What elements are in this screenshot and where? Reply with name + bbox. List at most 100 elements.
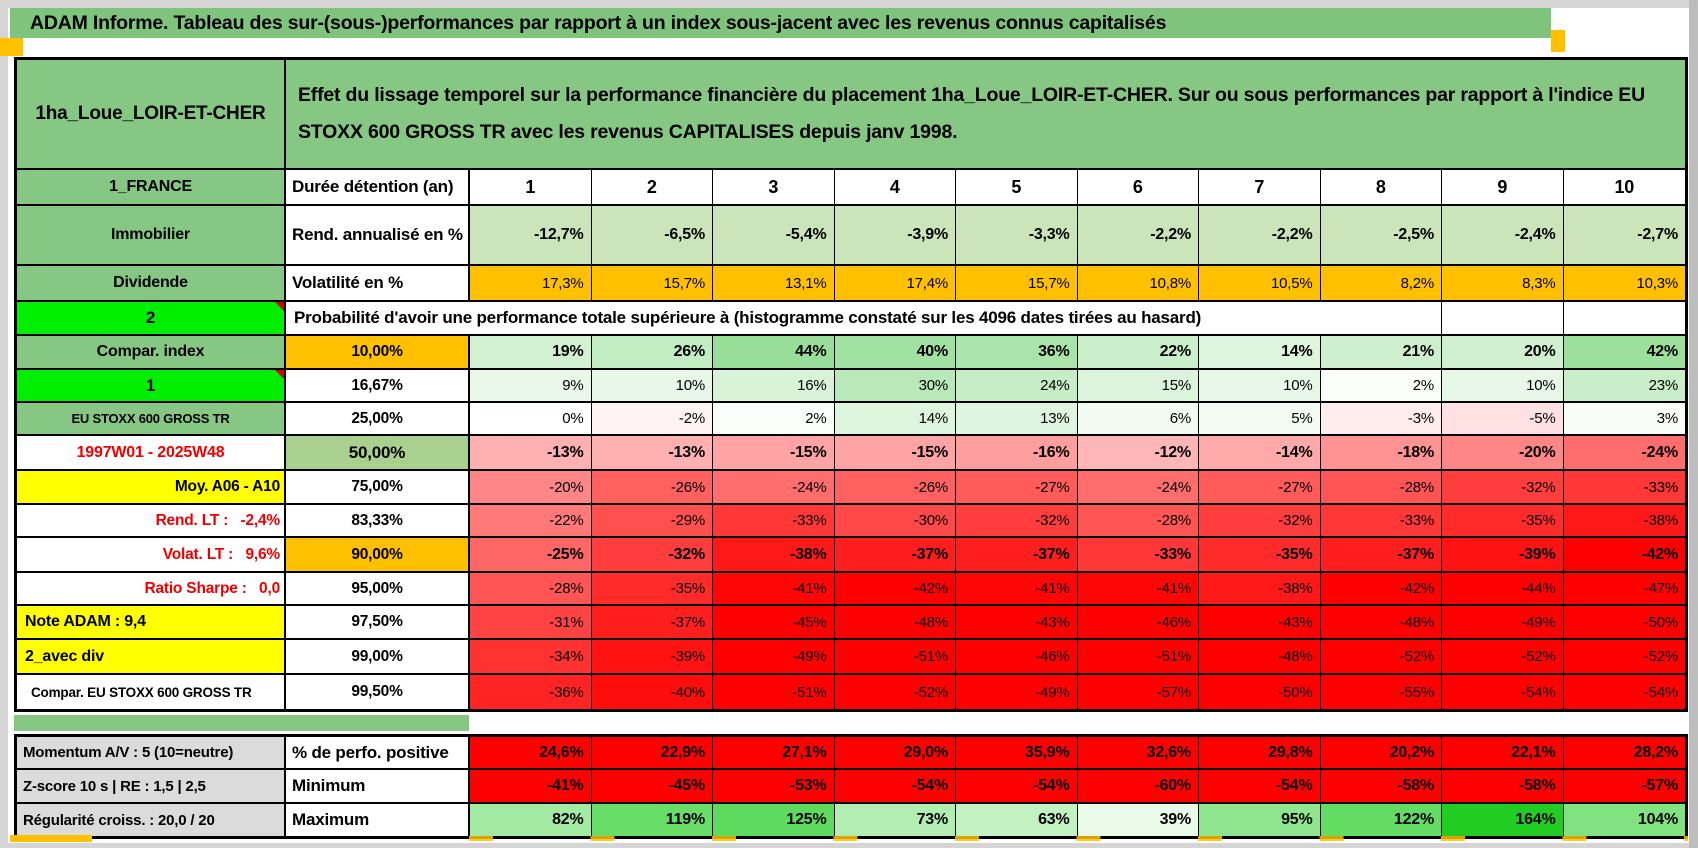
cell[interactable]: 28,2% (1563, 737, 1685, 770)
cell[interactable]: -2% (591, 403, 713, 436)
cell[interactable]: -42% (834, 573, 956, 606)
cell[interactable]: -13% (470, 436, 592, 471)
col-label[interactable]: 50,00% (286, 436, 470, 471)
cell[interactable]: -49% (1442, 606, 1564, 640)
cell[interactable]: -42% (1320, 573, 1442, 606)
cell[interactable]: 44% (713, 336, 835, 370)
col-label[interactable]: 10,00% (286, 336, 470, 370)
cell[interactable]: -40% (591, 675, 713, 709)
cell[interactable]: -26% (834, 471, 956, 505)
cell[interactable]: 5% (1199, 403, 1321, 436)
cell[interactable]: 73% (834, 804, 956, 836)
cell[interactable]: -34% (470, 640, 592, 675)
row-label[interactable]: Rend. LT : -2,4% (17, 505, 286, 538)
cell[interactable]: 0% (470, 403, 592, 436)
cell[interactable]: -54% (834, 770, 956, 804)
cell[interactable]: -45% (591, 770, 713, 804)
row-label[interactable]: Ratio Sharpe : 0,0 (17, 573, 286, 606)
col-label[interactable]: 16,67% (286, 370, 470, 403)
cell[interactable]: -49% (713, 640, 835, 675)
cell[interactable]: -28% (1320, 471, 1442, 505)
col-label[interactable]: 97,50% (286, 606, 470, 640)
col-label[interactable]: 99,00% (286, 640, 470, 675)
cell[interactable]: -27% (956, 471, 1078, 505)
cell[interactable]: -43% (1199, 606, 1321, 640)
cell[interactable]: 10% (591, 370, 713, 403)
cell[interactable]: -26% (591, 471, 713, 505)
cell[interactable]: 8 (1320, 170, 1442, 206)
cell[interactable]: 2 (591, 170, 713, 206)
cell[interactable]: 1 (470, 170, 592, 206)
cell[interactable]: 104% (1563, 804, 1685, 836)
row-label[interactable]: 2_avec div (17, 640, 286, 675)
cell[interactable]: 2% (713, 403, 835, 436)
cell[interactable]: 17,4% (834, 266, 956, 302)
cell[interactable]: -37% (1320, 538, 1442, 573)
cell[interactable]: -51% (1077, 640, 1199, 675)
cell[interactable]: -41% (956, 573, 1078, 606)
cell[interactable]: 21% (1320, 336, 1442, 370)
cell[interactable]: -47% (1563, 573, 1685, 606)
cell[interactable]: -24% (1563, 436, 1685, 471)
cell[interactable]: -52% (1563, 640, 1685, 675)
cell[interactable]: 10% (1442, 370, 1564, 403)
cell[interactable]: 7 (1199, 170, 1321, 206)
row-label[interactable]: Compar. index (17, 336, 286, 370)
cell[interactable]: -20% (1442, 436, 1564, 471)
cell[interactable]: -38% (713, 538, 835, 573)
cell[interactable]: -38% (1563, 505, 1685, 538)
cell[interactable]: -35% (1199, 538, 1321, 573)
cell[interactable]: -15% (834, 436, 956, 471)
cell[interactable]: 10,8% (1077, 266, 1199, 302)
row-label[interactable]: Régularité croiss. : 20,0 / 20 (17, 804, 286, 836)
cell[interactable]: 23% (1563, 370, 1685, 403)
row-label[interactable]: Volat. LT : 9,6% (17, 538, 286, 573)
cell[interactable]: 29,0% (834, 737, 956, 770)
cell[interactable]: 22,9% (591, 737, 713, 770)
cell[interactable]: -46% (956, 640, 1078, 675)
cell[interactable]: -32% (591, 538, 713, 573)
cell[interactable]: -39% (591, 640, 713, 675)
cell[interactable]: -50% (1563, 606, 1685, 640)
cell[interactable]: -35% (591, 573, 713, 606)
cell[interactable]: -3% (1320, 403, 1442, 436)
cell[interactable]: -22% (470, 505, 592, 538)
col-label[interactable]: Durée détention (an) (286, 170, 470, 206)
col-label[interactable]: 90,00% (286, 538, 470, 573)
cell[interactable]: -25% (470, 538, 592, 573)
cell[interactable]: 13,1% (713, 266, 835, 302)
row-label[interactable]: Note ADAM : 9,4 (17, 606, 286, 640)
cell[interactable]: 8,3% (1442, 266, 1564, 302)
cell[interactable]: 3% (1563, 403, 1685, 436)
cell[interactable]: 3 (713, 170, 835, 206)
cell[interactable]: -33% (1563, 471, 1685, 505)
row-label[interactable]: Momentum A/V : 5 (10=neutre) (17, 737, 286, 770)
cell[interactable]: 20% (1442, 336, 1564, 370)
cell[interactable]: 6% (1077, 403, 1199, 436)
row-label[interactable]: 1_FRANCE (17, 170, 286, 206)
cell[interactable]: -13% (591, 436, 713, 471)
col-label[interactable]: Volatilité en % (286, 266, 470, 302)
cell[interactable]: 164% (1442, 804, 1564, 836)
cell[interactable]: 20,2% (1320, 737, 1442, 770)
cell[interactable]: -60% (1077, 770, 1199, 804)
cell[interactable]: -54% (1442, 675, 1564, 709)
cell[interactable]: -58% (1320, 770, 1442, 804)
cell[interactable]: -15% (713, 436, 835, 471)
row-label[interactable]: 2 (17, 302, 286, 336)
cell[interactable]: 10 (1563, 170, 1685, 206)
cell[interactable]: -48% (834, 606, 956, 640)
cell[interactable]: -52% (834, 675, 956, 709)
cell[interactable]: -41% (1077, 573, 1199, 606)
cell[interactable]: -55% (1320, 675, 1442, 709)
cell[interactable]: -33% (1077, 538, 1199, 573)
cell[interactable]: 27,1% (713, 737, 835, 770)
cell[interactable]: -2,5% (1320, 206, 1442, 266)
col-label[interactable]: % de perfo. positive (286, 737, 470, 770)
col-label[interactable]: 95,00% (286, 573, 470, 606)
cell[interactable]: -58% (1442, 770, 1564, 804)
cell[interactable]: -30% (834, 505, 956, 538)
cell[interactable]: -24% (1077, 471, 1199, 505)
cell[interactable]: 9 (1442, 170, 1564, 206)
cell[interactable]: 5 (956, 170, 1078, 206)
